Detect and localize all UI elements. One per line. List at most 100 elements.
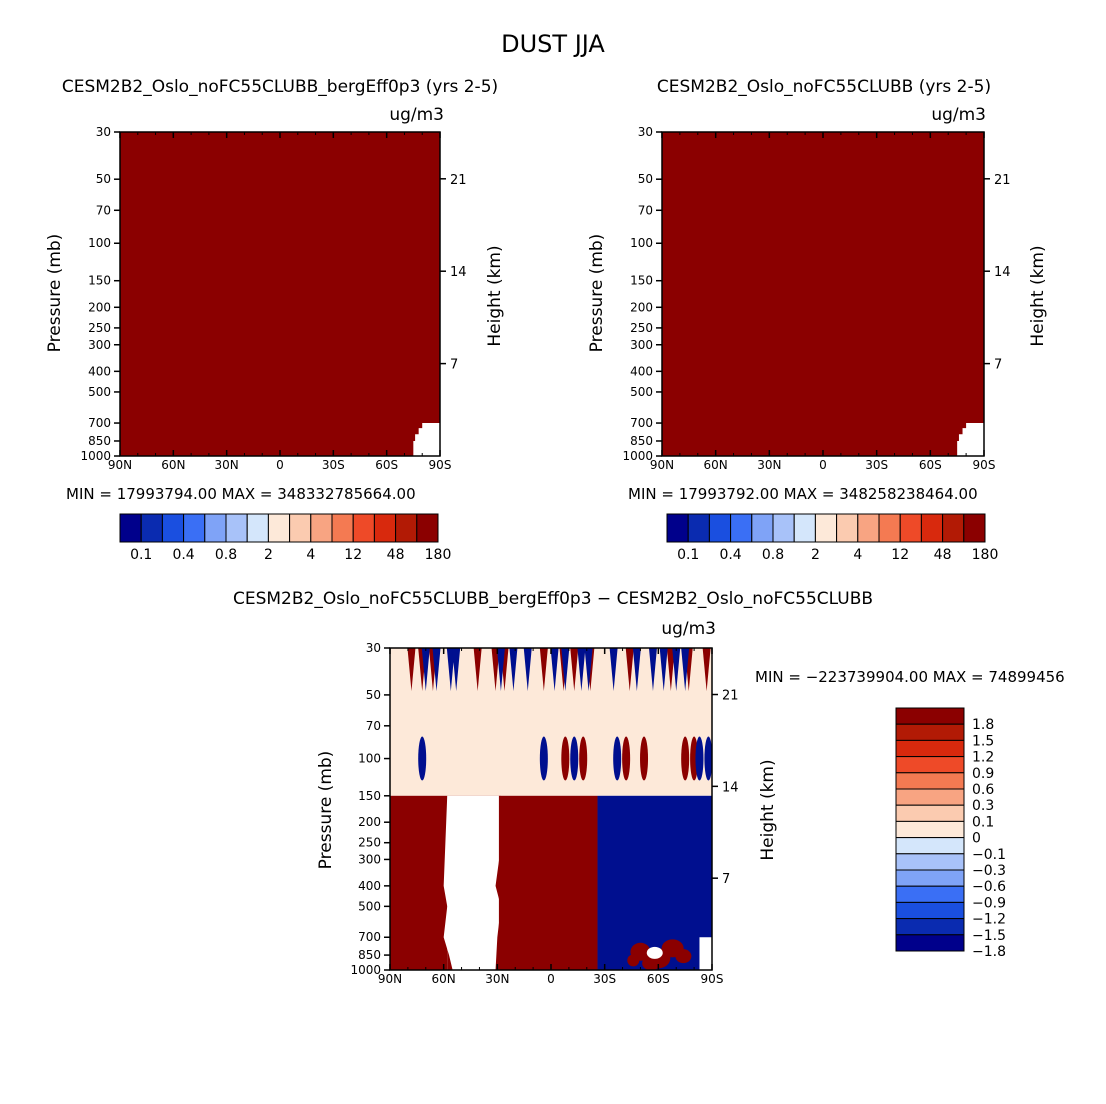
z-tick-label: 21 bbox=[994, 173, 1011, 188]
p-tick-label: 30 bbox=[638, 125, 653, 139]
diff-spike-pos bbox=[407, 648, 416, 692]
diff-spike-neg bbox=[523, 648, 532, 692]
figure-title: DUST JJA bbox=[501, 30, 605, 58]
x-tick-label: 60N bbox=[704, 458, 728, 472]
x-tick-label: 0 bbox=[276, 458, 284, 472]
diff-lens-neg bbox=[695, 736, 704, 781]
p-tick-label: 700 bbox=[358, 930, 381, 944]
x-tick-label: 30S bbox=[865, 458, 888, 472]
diff-lens-pos bbox=[640, 736, 649, 781]
colorbar-box bbox=[140, 513, 163, 543]
p-tick-label: 300 bbox=[358, 852, 381, 866]
colorbar-box bbox=[666, 513, 689, 543]
colorbar-box bbox=[920, 513, 944, 543]
x-tick-label: 30S bbox=[322, 458, 345, 472]
colorbar-box bbox=[895, 918, 965, 936]
colorbar-label: 0.8 bbox=[215, 547, 237, 563]
diff-spike-pos bbox=[625, 648, 634, 692]
p-tick-label: 1000 bbox=[80, 449, 111, 463]
z-tick-label: 21 bbox=[450, 173, 467, 188]
diff-spike-neg bbox=[550, 648, 559, 692]
x-tick-label: 60S bbox=[919, 458, 942, 472]
colorbar-label: 0.4 bbox=[172, 547, 194, 563]
colorbar-box bbox=[878, 513, 901, 543]
colorbar-label: 0.1 bbox=[130, 547, 152, 563]
field-saturated bbox=[120, 132, 440, 456]
diff-region-tropics-pos bbox=[498, 795, 598, 970]
colorbar-label: 12 bbox=[344, 547, 362, 563]
colorbar-box bbox=[963, 513, 986, 543]
colorbar-box bbox=[836, 513, 859, 543]
x-tick-label: 60S bbox=[647, 972, 670, 986]
panel1-colorbar: 0.1 0.4 0.8 2 4 12 48 180 bbox=[119, 513, 452, 563]
colorbar-box bbox=[895, 707, 965, 725]
p-tick-label: 50 bbox=[96, 172, 111, 186]
p-tick-label: 400 bbox=[630, 364, 653, 378]
diff-spike-neg bbox=[672, 648, 681, 692]
colorbar-label: 1.2 bbox=[972, 750, 994, 766]
colorbar-box bbox=[895, 934, 965, 952]
colorbar-label: 180 bbox=[972, 547, 999, 563]
panel3: CESM2B2_Oslo_noFC55CLUBB_bergEff0p3 − CE… bbox=[233, 589, 1065, 986]
colorbar-box bbox=[895, 837, 965, 855]
diff-spike-pos bbox=[570, 648, 579, 692]
diff-lens-neg bbox=[704, 736, 713, 781]
colorbar-box bbox=[246, 513, 269, 543]
panel2-minmax: MIN = 17993792.00 MAX = 348258238464.00 bbox=[628, 485, 978, 503]
colorbar-label: −0.9 bbox=[972, 895, 1006, 911]
diff-missing-patch bbox=[646, 946, 663, 959]
p-tick-label: 1000 bbox=[350, 963, 381, 977]
panel2-ylabel: Pressure (mb) bbox=[587, 234, 607, 353]
colorbar-box bbox=[895, 820, 965, 839]
colorbar-box bbox=[895, 853, 965, 871]
panel3-title: CESM2B2_Oslo_noFC55CLUBB_bergEff0p3 − CE… bbox=[233, 589, 873, 609]
colorbar-label: 1.8 bbox=[972, 717, 994, 733]
diff-spike-neg bbox=[561, 648, 570, 692]
field-missing bbox=[957, 423, 984, 456]
p-tick-label: 850 bbox=[630, 434, 653, 448]
colorbar-box bbox=[895, 869, 965, 887]
x-tick-label: 90S bbox=[973, 458, 996, 472]
panel2-title: CESM2B2_Oslo_noFC55CLUBB (yrs 2-5) bbox=[657, 77, 991, 97]
x-tick-label: 60N bbox=[161, 458, 185, 472]
panel1-units: ug/m3 bbox=[389, 105, 444, 125]
colorbar-box bbox=[395, 513, 418, 543]
colorbar-label: −0.3 bbox=[972, 863, 1006, 879]
panel2: CESM2B2_Oslo_noFC55CLUBB (yrs 2-5) ug/m3… bbox=[587, 77, 1048, 563]
p-tick-label: 200 bbox=[358, 815, 381, 829]
colorbar-box bbox=[204, 513, 227, 543]
p-tick-label: 300 bbox=[88, 338, 111, 352]
z-tick-label: 14 bbox=[722, 780, 739, 795]
p-tick-label: 250 bbox=[88, 321, 111, 335]
p-tick-label: 500 bbox=[358, 899, 381, 913]
colorbar-box bbox=[895, 739, 965, 758]
x-tick-label: 30S bbox=[593, 972, 616, 986]
diff-spike-neg bbox=[496, 648, 505, 692]
p-tick-label: 70 bbox=[96, 203, 111, 217]
colorbar-box bbox=[267, 513, 291, 543]
diff-region-north-pos bbox=[390, 795, 448, 970]
colorbar-box bbox=[772, 513, 795, 543]
diff-spike-neg bbox=[659, 648, 668, 692]
colorbar-box bbox=[895, 901, 965, 920]
panel3-minmax: MIN = −223739904.00 MAX = 74899456 bbox=[755, 668, 1065, 686]
p-tick-label: 30 bbox=[96, 125, 111, 139]
colorbar-box bbox=[183, 513, 206, 543]
panel2-plot-area bbox=[662, 132, 984, 456]
colorbar-label: 180 bbox=[425, 547, 452, 563]
diff-spike-neg bbox=[421, 648, 430, 692]
panel3-ylabel: Pressure (mb) bbox=[316, 751, 336, 870]
panel1-minmax: MIN = 17993794.00 MAX = 348332785664.00 bbox=[66, 485, 416, 503]
p-tick-label: 250 bbox=[630, 321, 653, 335]
field-saturated bbox=[662, 132, 984, 456]
panel3-y2label: Height (km) bbox=[758, 759, 778, 860]
colorbar-label: 0.4 bbox=[719, 547, 741, 563]
colorbar-label: 2 bbox=[264, 547, 273, 563]
panel2-y2label: Height (km) bbox=[1028, 245, 1048, 346]
colorbar-box bbox=[942, 513, 965, 543]
p-tick-label: 400 bbox=[88, 364, 111, 378]
z-tick-label: 7 bbox=[994, 358, 1002, 373]
field-missing bbox=[413, 423, 440, 456]
colorbar-label: −1.8 bbox=[972, 944, 1006, 960]
